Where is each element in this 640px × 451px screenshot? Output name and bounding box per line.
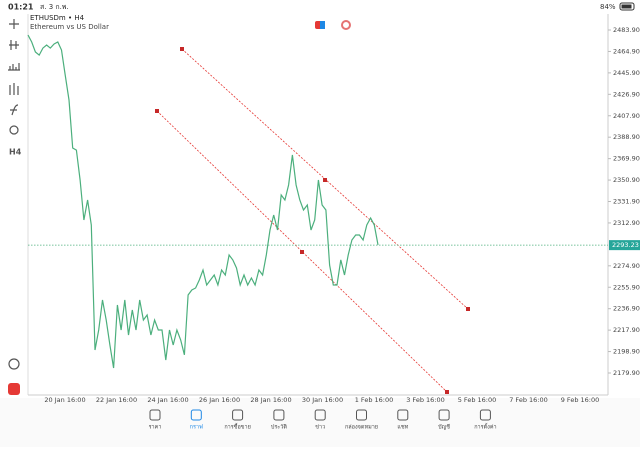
bottom-nav <box>0 398 640 447</box>
symbol-description: Ethereum vs US Dollar <box>30 23 109 31</box>
timeframe[interactable]: H4 <box>9 148 22 157</box>
status-date: ส. 3 ก.พ. <box>40 3 69 11</box>
y-tick-label: 2217.90 <box>613 326 640 334</box>
nav-icon[interactable] <box>356 409 367 421</box>
y-tick-label: 2445.90 <box>613 69 640 77</box>
nav-icon[interactable] <box>232 409 244 421</box>
y-tick-label: 2312.90 <box>613 219 640 227</box>
x-tick-label: 28 Jan 16:00 <box>250 396 291 404</box>
nav-label[interactable]: กราฟ <box>190 424 203 431</box>
y-tick-label: 2464.90 <box>613 47 640 55</box>
y-tick-label: 2483.90 <box>613 26 640 34</box>
y-tick-label: 2179.90 <box>613 369 640 377</box>
app-logo[interactable] <box>8 383 20 395</box>
y-tick-label: 2198.90 <box>613 348 640 356</box>
x-tick-label: 1 Feb 16:00 <box>355 396 394 404</box>
x-tick-label: 5 Feb 16:00 <box>458 396 497 404</box>
x-tick-label: 7 Feb 16:00 <box>509 396 548 404</box>
battery-level <box>621 4 632 9</box>
buy-sell-toggle-part <box>320 21 325 29</box>
channel-lower[interactable] <box>156 110 448 393</box>
x-tick-label: 9 Feb 16:00 <box>561 396 600 404</box>
y-tick-label: 2331.90 <box>613 198 640 206</box>
x-tick-label: 24 Jan 16:00 <box>147 396 188 404</box>
chart-type-tool[interactable] <box>9 40 19 50</box>
indicators-tool[interactable] <box>8 63 20 71</box>
nav-icon[interactable] <box>314 409 326 421</box>
status-time: 01:21 <box>8 3 34 12</box>
current-price-label: 2293.23 <box>612 241 639 249</box>
nav-label[interactable]: การตั้งค่า <box>474 423 496 431</box>
y-tick-label: 2350.90 <box>613 176 640 184</box>
trade-tool[interactable] <box>8 358 20 370</box>
current-price-box <box>609 240 640 251</box>
nav-icon[interactable] <box>149 409 161 421</box>
channel-handle[interactable] <box>180 47 184 51</box>
y-tick-label: 2426.90 <box>613 90 640 98</box>
shapes-tool[interactable] <box>9 125 19 135</box>
functions-tool[interactable] <box>10 104 19 116</box>
y-tick-label: 2255.90 <box>613 283 640 291</box>
channel-handle[interactable] <box>323 178 327 182</box>
nav-icon[interactable] <box>273 409 285 421</box>
objects-tool[interactable] <box>9 83 19 95</box>
crosshair-tool[interactable] <box>9 19 19 29</box>
battery: 84% <box>600 3 616 11</box>
x-tick-label: 30 Jan 16:00 <box>302 396 343 404</box>
channel-handle[interactable] <box>155 109 159 113</box>
nav-label[interactable]: ข่าว <box>315 425 325 431</box>
symbol-name[interactable]: ETHUSDm • H4 <box>30 14 85 22</box>
one-click-toggle[interactable] <box>341 20 351 30</box>
channel-handle[interactable] <box>445 390 449 394</box>
x-tick-label: 3 Feb 16:00 <box>406 396 445 404</box>
y-tick-label: 2388.90 <box>613 133 640 141</box>
nav-icon[interactable] <box>479 409 491 421</box>
channel-handle[interactable] <box>300 250 304 254</box>
nav-label[interactable]: ราคา <box>149 425 162 431</box>
nav-label[interactable]: บัญชี <box>438 424 450 431</box>
x-tick-label: 26 Jan 16:00 <box>199 396 240 404</box>
y-tick-label: 2274.90 <box>613 262 640 270</box>
x-tick-label: 20 Jan 16:00 <box>44 396 85 404</box>
y-tick-label: 2369.90 <box>613 155 640 163</box>
price-line <box>27 34 379 369</box>
y-tick-label: 2236.90 <box>613 305 640 313</box>
battery-icon <box>619 2 635 11</box>
nav-label[interactable]: การซื้อขาย <box>224 423 250 431</box>
x-tick-label: 22 Jan 16:00 <box>96 396 137 404</box>
nav-icon[interactable] <box>397 409 409 421</box>
nav-label[interactable]: แชท <box>397 424 408 431</box>
nav-label[interactable]: ประวัติ <box>271 424 287 431</box>
channel-handle[interactable] <box>466 307 470 311</box>
y-tick-label: 2407.90 <box>613 112 640 120</box>
nav-label[interactable]: กล่องจดหมาย <box>345 425 378 431</box>
nav-icon[interactable] <box>438 409 450 421</box>
nav-icon[interactable] <box>190 409 202 421</box>
